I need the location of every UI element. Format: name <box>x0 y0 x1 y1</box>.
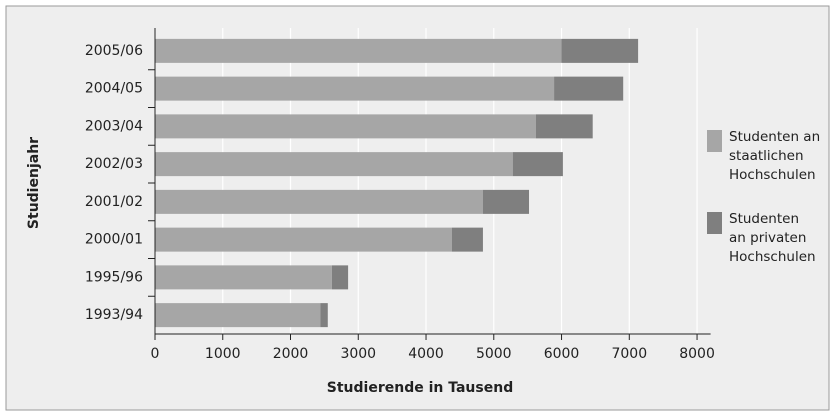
legend-label: Studenten an staatlichen Hochschulen <box>729 129 821 183</box>
x-tick-label: 7000 <box>611 346 647 362</box>
bar-segment <box>535 114 593 139</box>
y-axis-label: Studienjahr <box>26 137 42 229</box>
bar-segment <box>554 76 624 101</box>
bar-segment <box>320 303 328 328</box>
x-tick-label: 0 <box>151 346 160 362</box>
bar-segment <box>451 227 483 252</box>
bar-segment <box>155 189 483 214</box>
y-tick-label: 2000/01 <box>85 232 143 248</box>
legend-label: Studenten an privaten Hochschulen <box>729 211 816 265</box>
y-tick-label: 2002/03 <box>85 156 143 172</box>
bar-segment <box>561 38 639 63</box>
x-tick-label: 5000 <box>476 346 512 362</box>
x-tick-label: 2000 <box>273 346 309 362</box>
y-tick-label: 2001/02 <box>85 194 143 210</box>
y-tick-label: 2003/04 <box>85 118 143 134</box>
y-tick-label: 1995/96 <box>85 269 143 285</box>
bar-segment <box>331 265 349 290</box>
x-tick-label: 3000 <box>340 346 376 362</box>
bar-segment <box>155 38 562 63</box>
bar-segment <box>482 189 530 214</box>
bar-segment <box>155 76 555 101</box>
bar-segment <box>155 265 332 290</box>
bar-segment <box>512 152 563 177</box>
y-tick-label: 2005/06 <box>85 43 143 59</box>
x-tick-label: 1000 <box>205 346 241 362</box>
x-tick-label: 8000 <box>679 346 715 362</box>
x-tick-label: 4000 <box>408 346 444 362</box>
bar-segment <box>155 152 513 177</box>
y-tick-label: 1993/94 <box>85 307 143 323</box>
legend-swatch <box>707 212 722 234</box>
y-tick-label: 2004/05 <box>85 81 143 97</box>
bar-segment <box>155 114 536 139</box>
bar-segment <box>155 303 321 328</box>
x-axis-label: Studierende in Tausend <box>327 380 513 396</box>
bar-segment <box>155 227 452 252</box>
x-tick-label: 6000 <box>544 346 580 362</box>
legend-swatch <box>707 130 722 152</box>
